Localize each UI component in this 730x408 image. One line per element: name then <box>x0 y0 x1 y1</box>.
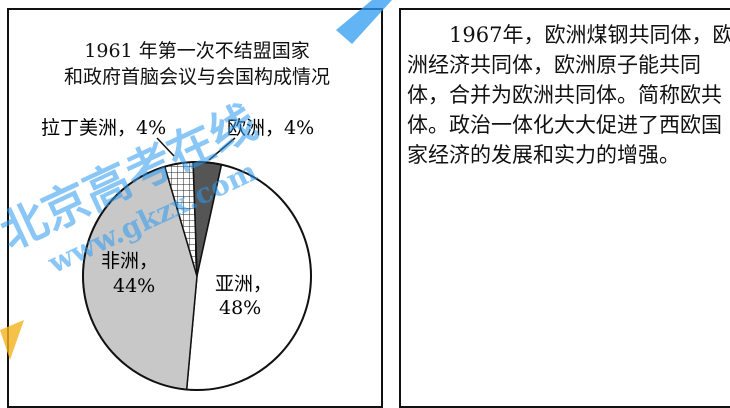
leader-line-latam <box>156 137 175 157</box>
chart-panel: 1961 年第一次不结盟国家 和政府首脑会议与会国构成情况 拉丁美洲，4% 欧洲… <box>7 8 383 408</box>
pie-outline <box>82 161 312 391</box>
label-europe: 欧洲，4% <box>227 117 314 139</box>
label-africa-name: 非洲， <box>101 250 158 272</box>
leader-line-europe <box>208 137 236 161</box>
pie-chart: 拉丁美洲，4% 欧洲，4% 非洲， 44% 亚洲， 48% <box>41 117 314 391</box>
label-latam: 拉丁美洲，4% <box>41 117 166 139</box>
chart-title-line2: 和政府首脑会议与会国构成情况 <box>63 66 330 88</box>
label-asia-name: 亚洲， <box>215 273 272 295</box>
text-panel: 1967年，欧洲煤钢共同体，欧洲经济共同体，欧洲原子能共同体，合并为欧洲共同体。… <box>399 8 730 408</box>
paragraph-text: 1967年，欧洲煤钢共同体，欧洲经济共同体，欧洲原子能共同体，合并为欧洲共同体。… <box>407 23 730 167</box>
chart-title-line1: 1961 年第一次不结盟国家 <box>84 40 310 62</box>
label-africa-value: 44% <box>113 275 155 297</box>
label-asia-value: 48% <box>219 297 261 319</box>
